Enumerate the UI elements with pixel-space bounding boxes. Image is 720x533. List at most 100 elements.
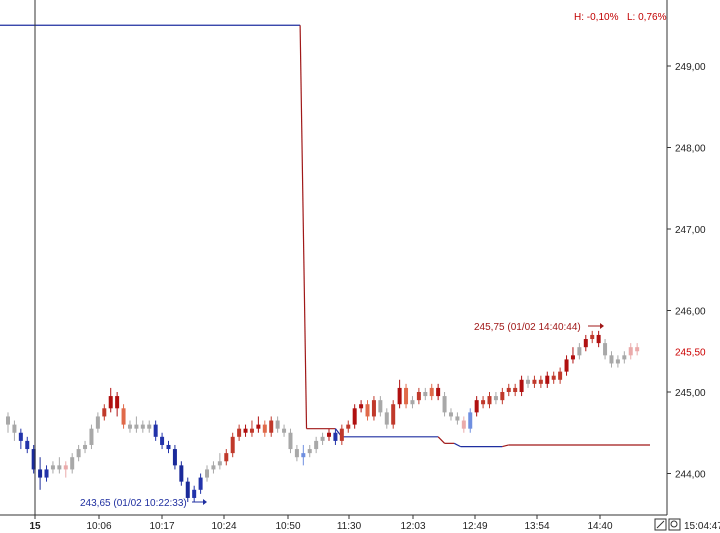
y-tick-label: 246,00 [675,307,706,318]
reference-line-segment [502,444,509,448]
high-annotation: 245,75 (01/02 14:40:44) [474,322,581,333]
candle [365,400,370,421]
candle-body [596,334,601,344]
candle-body [249,428,254,433]
low-change-text: L: 0,76% [627,12,667,23]
candle-body [526,379,531,384]
candle [577,343,582,360]
candle-body [590,334,595,340]
candle-body [570,355,575,360]
candle [108,387,113,413]
candle [635,343,640,356]
zoom-icon[interactable] [668,518,681,531]
candle [25,436,30,454]
candle [551,371,556,384]
y-tick-label: 248,00 [675,144,706,155]
candle-body [487,396,492,405]
x-tick-label: 10:50 [275,521,300,532]
candle [519,375,524,397]
candle [538,375,543,388]
candle-body [160,436,165,445]
candle [487,392,492,409]
candle [269,416,274,437]
candle-body [474,400,479,413]
candle [570,347,575,364]
candle-body [545,375,550,384]
candle-body [513,387,518,392]
current-price-box [670,345,706,358]
candle [243,424,248,437]
candle-body [301,453,306,458]
candle-body [256,424,261,429]
candle [282,424,287,437]
candle [217,453,222,470]
candle [294,444,299,462]
candle [179,461,184,486]
candle [63,461,68,478]
candle-body [31,449,36,470]
x-tick-label: 14:40 [587,521,612,532]
candle-body [359,404,364,409]
candle-body [224,453,229,462]
candle-body [615,359,620,364]
candle [461,416,466,433]
candle [474,396,479,417]
zoom-icon-lens [670,520,678,528]
candle [44,465,49,482]
candle-body [429,387,434,397]
x-tick-label: 15 [29,521,41,532]
candle [115,392,120,417]
candle [275,416,280,433]
x-tick-label: 10:06 [86,521,111,532]
candle [327,428,331,441]
candle [583,334,588,352]
candle-body [50,465,55,470]
high-change-text: H: -0,10% [574,12,619,23]
candle [95,412,100,433]
x-tick-label: 12:03 [400,521,425,532]
candle [442,392,447,417]
candle [76,444,81,462]
candle [127,420,132,433]
candle-body [442,396,447,413]
candle [230,432,235,458]
candle-body [243,428,248,433]
candle [436,383,441,401]
candle [615,355,620,368]
candle [307,444,312,458]
candle [288,428,293,454]
candle-body [384,412,389,425]
candle-body [558,371,563,380]
candle [211,461,216,474]
candle-body [18,432,23,441]
candle-body [140,424,145,429]
candle [558,367,563,384]
candle [545,371,550,388]
candle-body [211,465,216,470]
candle [404,383,409,409]
candle [314,436,319,454]
candle-body [551,375,556,380]
candle-body [185,481,190,498]
candle-body [365,404,370,417]
candle-body [217,461,222,466]
candle-body [404,387,409,405]
candle-body [493,396,498,401]
candle-body [371,400,376,417]
candle-body [455,416,460,421]
candle-body [564,359,569,372]
candle [397,379,402,409]
candle-body [44,469,49,478]
candle [391,400,396,429]
candle [352,404,357,429]
candle [153,420,158,441]
candle-body [6,416,10,425]
candle [481,396,486,409]
candle [185,477,190,503]
candle-body [538,379,543,384]
candle [622,351,627,364]
candle [429,383,434,401]
candle-body [519,379,524,392]
candle-body [314,440,319,450]
candle-body [448,412,453,417]
